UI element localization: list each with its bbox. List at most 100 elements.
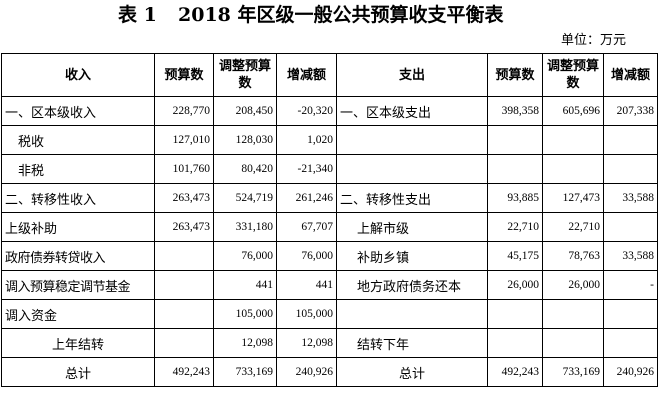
cell-change: 105,000 xyxy=(276,299,337,329)
cell-change: 1,020 xyxy=(276,125,337,155)
cell-income: 上级补助 xyxy=(1,212,155,242)
cell-adjusted2: 22,710 xyxy=(542,212,604,242)
cell-adjusted: 80,420 xyxy=(213,154,277,184)
cell-change: 240,926 xyxy=(276,357,337,387)
cell-budget2 xyxy=(487,328,543,358)
cell-adjusted: 208,450 xyxy=(213,96,277,126)
cell-budget xyxy=(154,328,214,358)
cell-expense: 二、转移性支出 xyxy=(336,183,488,213)
budget-balance-table: 收入 预算数 调整预算数 增减额 支出 预算数 调整预算数 增减额 一、区本级收… xyxy=(1,53,658,387)
cell-change: 67,707 xyxy=(276,212,337,242)
cell-change: 12,098 xyxy=(276,328,337,358)
cell-change: 441 xyxy=(276,270,337,300)
table-row: 二、转移性收入 263,473 524,719 261,246 二、转移性支出 93,88… xyxy=(1,183,658,213)
cell-budget2: 93,885 xyxy=(487,183,543,213)
cell-budget xyxy=(154,270,214,300)
cell-change2 xyxy=(603,212,658,242)
header-budget: 预算数 xyxy=(154,53,214,97)
cell-budget xyxy=(154,241,214,271)
table-row: 上级补助 263,473 331,180 67,707 上解市级 22,710 22,710 xyxy=(1,212,658,242)
cell-budget2 xyxy=(487,299,543,329)
cell-budget xyxy=(154,299,214,329)
cell-income: 一、区本级收入 xyxy=(1,96,155,126)
cell-budget: 101,760 xyxy=(154,154,214,184)
cell-adjusted2: 78,763 xyxy=(542,241,604,271)
cell-change2: 33,588 xyxy=(603,241,658,271)
cell-adjusted: 331,180 xyxy=(213,212,277,242)
cell-adjusted2: 605,696 xyxy=(542,96,604,126)
cell-change2: 33,588 xyxy=(603,183,658,213)
cell-income: 非税 xyxy=(1,154,155,184)
cell-adjusted2 xyxy=(542,125,604,155)
cell-change: -20,320 xyxy=(276,96,337,126)
unit-label: 单位：万元 xyxy=(560,33,626,48)
table-row: 调入预算稳定调节基金 441 441 地方政府债务还本 26,000 26,000- xyxy=(1,270,658,300)
cell-budget2 xyxy=(487,154,543,184)
cell-expense xyxy=(336,125,488,155)
cell-income: 政府债券转贷收入 xyxy=(1,241,155,271)
cell-adjusted: 733,169 xyxy=(213,357,277,387)
cell-income: 上年结转 xyxy=(1,328,155,358)
cell-income: 二、转移性收入 xyxy=(1,183,155,213)
cell-adjusted2 xyxy=(542,299,604,329)
cell-budget: 263,473 xyxy=(154,212,214,242)
cell-change: 76,000 xyxy=(276,241,337,271)
header-budget-expense: 预算数 xyxy=(487,53,543,97)
cell-budget2: 22,710 xyxy=(487,212,543,242)
cell-budget2: 398,358 xyxy=(487,96,543,126)
cell-budget2 xyxy=(487,125,543,155)
cell-adjusted: 76,000 xyxy=(213,241,277,271)
cell-expense: 结转下年 xyxy=(336,328,488,358)
cell-change: -21,340 xyxy=(276,154,337,184)
table-title: 2018 年区级一般公共预算收支平衡表 xyxy=(178,4,504,26)
cell-adjusted2 xyxy=(542,154,604,184)
cell-adjusted2: 733,169 xyxy=(542,357,604,387)
header-expense: 支出 xyxy=(336,53,488,97)
header-adjusted-expense: 调整预算数 xyxy=(542,53,604,97)
cell-change: 261,246 xyxy=(276,183,337,213)
header-adjusted: 调整预算数 xyxy=(213,53,277,97)
cell-change2: 207,338 xyxy=(603,96,658,126)
cell-adjusted2: 26,000 xyxy=(542,270,604,300)
cell-adjusted2 xyxy=(542,328,604,358)
cell-budget: 228,770 xyxy=(154,96,214,126)
cell-income: 税收 xyxy=(1,125,155,155)
cell-expense: 上解市级 xyxy=(336,212,488,242)
cell-expense: 总计 xyxy=(336,357,488,387)
cell-budget: 127,010 xyxy=(154,125,214,155)
cell-budget: 492,243 xyxy=(154,357,214,387)
table-row: 税收 127,010 128,030 1,020 xyxy=(1,125,658,155)
table-row: 一、区本级收入 228,770 208,450 -20,320 一、区本级支出 398,3… xyxy=(1,96,658,126)
cell-adjusted: 105,000 xyxy=(213,299,277,329)
cell-income: 总计 xyxy=(1,357,155,387)
cell-budget: 263,473 xyxy=(154,183,214,213)
table-row: 调入资金 105,000 105,000 xyxy=(1,299,658,329)
table-row: 总计 492,243 733,169 240,926 总计 492,243 733,169 2… xyxy=(1,357,658,387)
cell-change2: - xyxy=(603,270,658,300)
cell-budget2: 26,000 xyxy=(487,270,543,300)
cell-expense xyxy=(336,154,488,184)
cell-expense xyxy=(336,299,488,329)
cell-expense: 一、区本级支出 xyxy=(336,96,488,126)
cell-income: 调入资金 xyxy=(1,299,155,329)
cell-budget2: 45,175 xyxy=(487,241,543,271)
cell-change2 xyxy=(603,154,658,184)
cell-adjusted: 12,098 xyxy=(213,328,277,358)
cell-adjusted2: 127,473 xyxy=(542,183,604,213)
table-row: 非税 101,760 80,420 -21,340 xyxy=(1,154,658,184)
cell-change2 xyxy=(603,299,658,329)
table-body: 一、区本级收入 228,770 208,450 -20,320 一、区本级支出 398,3… xyxy=(1,96,658,387)
cell-income: 调入预算稳定调节基金 xyxy=(1,270,155,300)
header-income: 收入 xyxy=(1,53,155,97)
table-number: 表 1 xyxy=(118,4,157,26)
cell-adjusted: 128,030 xyxy=(213,125,277,155)
cell-adjusted: 441 xyxy=(213,270,277,300)
cell-expense: 补助乡镇 xyxy=(336,241,488,271)
header-change: 增减额 xyxy=(276,53,337,97)
cell-expense: 地方政府债务还本 xyxy=(336,270,488,300)
cell-budget2: 492,243 xyxy=(487,357,543,387)
page-title: 表 1 2018 年区级一般公共预算收支平衡表 xyxy=(0,3,658,29)
cell-adjusted: 524,719 xyxy=(213,183,277,213)
cell-change2: 240,926 xyxy=(603,357,658,387)
cell-change2 xyxy=(603,328,658,358)
